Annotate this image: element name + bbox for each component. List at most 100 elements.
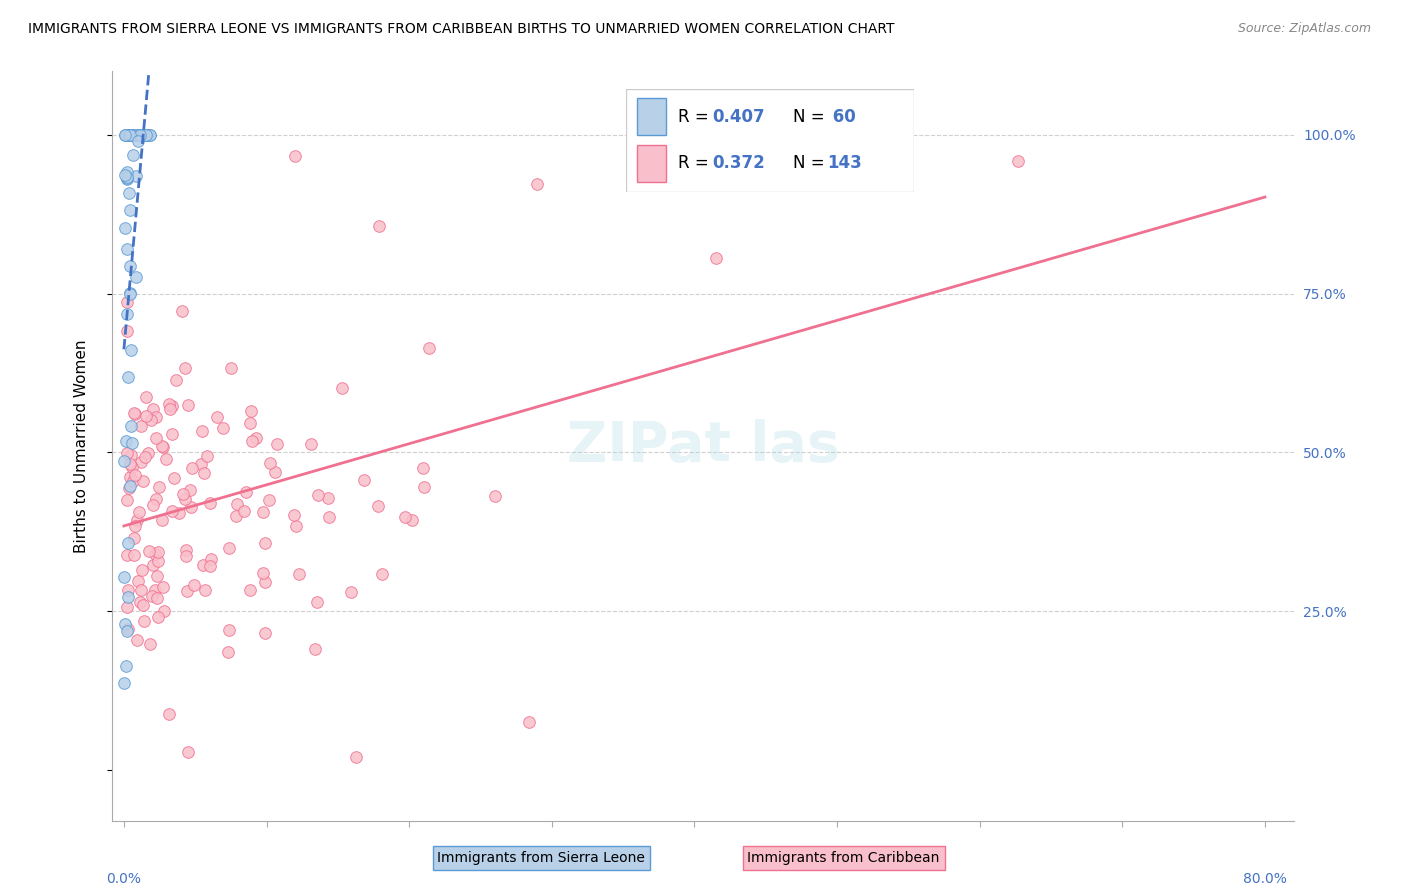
Point xyxy=(125,128,148,142)
Point xyxy=(412,480,434,494)
Point xyxy=(128,505,150,519)
Point xyxy=(150,439,173,453)
Point xyxy=(115,446,138,460)
Text: R =: R = xyxy=(678,108,714,126)
Point xyxy=(125,513,148,527)
Point xyxy=(252,505,274,519)
Point xyxy=(128,595,150,609)
Point xyxy=(135,390,157,404)
FancyBboxPatch shape xyxy=(626,89,914,192)
Point xyxy=(225,497,247,511)
Point xyxy=(120,202,142,217)
Point xyxy=(115,128,138,142)
Point xyxy=(257,493,280,508)
Point xyxy=(120,419,142,434)
Point xyxy=(124,518,146,533)
Point xyxy=(370,567,392,582)
Point xyxy=(131,128,153,142)
Point xyxy=(132,128,155,142)
Point xyxy=(165,373,187,387)
Point xyxy=(266,436,288,450)
Point xyxy=(118,128,141,142)
Point xyxy=(125,269,148,284)
Point xyxy=(172,487,194,501)
Point xyxy=(121,436,143,450)
Point xyxy=(138,446,160,460)
Point xyxy=(142,402,165,417)
Point xyxy=(180,500,202,514)
Point xyxy=(120,343,142,358)
Point xyxy=(219,361,242,376)
Point xyxy=(129,128,152,142)
Point xyxy=(172,303,194,318)
Point xyxy=(131,598,153,612)
Point xyxy=(160,426,183,441)
Point xyxy=(142,498,165,512)
Point xyxy=(146,610,169,624)
Point xyxy=(191,424,214,438)
Point xyxy=(526,178,548,192)
Point xyxy=(115,164,138,178)
Point xyxy=(141,589,163,603)
Point xyxy=(120,259,142,273)
Y-axis label: Births to Unmarried Women: Births to Unmarried Women xyxy=(75,339,89,553)
Point xyxy=(176,549,198,564)
Point xyxy=(115,307,138,321)
Point xyxy=(139,128,162,142)
Point xyxy=(167,506,190,520)
Point xyxy=(148,480,170,494)
Point xyxy=(118,128,141,142)
Point xyxy=(127,134,149,148)
Point xyxy=(115,493,138,508)
Point xyxy=(190,457,212,471)
Point xyxy=(152,440,174,454)
Point xyxy=(112,453,135,467)
Point xyxy=(233,504,256,518)
Point xyxy=(122,128,145,142)
Point xyxy=(367,219,389,233)
Point xyxy=(640,153,662,168)
Point xyxy=(120,128,142,142)
Point xyxy=(115,659,138,673)
Point xyxy=(225,508,247,523)
Point xyxy=(118,285,141,300)
Point xyxy=(121,459,143,474)
Point xyxy=(305,595,328,609)
Point xyxy=(148,554,170,568)
Point xyxy=(318,509,340,524)
Point xyxy=(131,563,153,577)
Point xyxy=(134,128,156,142)
Point xyxy=(142,558,165,573)
Text: IMMIGRANTS FROM SIERRA LEONE VS IMMIGRANTS FROM CARIBBEAN BIRTHS TO UNMARRIED WO: IMMIGRANTS FROM SIERRA LEONE VS IMMIGRAN… xyxy=(28,22,894,37)
Point xyxy=(252,566,274,580)
Point xyxy=(117,582,139,597)
Point xyxy=(174,360,197,375)
Point xyxy=(197,449,219,463)
Point xyxy=(134,450,156,464)
Point xyxy=(401,513,423,527)
Point xyxy=(176,398,198,412)
Point xyxy=(115,169,138,184)
Text: Source: ZipAtlas.com: Source: ZipAtlas.com xyxy=(1237,22,1371,36)
Point xyxy=(353,473,375,487)
Point xyxy=(118,457,141,471)
Point xyxy=(138,128,160,142)
Point xyxy=(159,402,181,417)
Point xyxy=(162,399,184,413)
Point xyxy=(124,408,146,422)
Point xyxy=(132,128,155,142)
Point xyxy=(239,417,262,431)
Point xyxy=(145,409,167,424)
Point xyxy=(200,551,222,566)
Point xyxy=(211,421,233,435)
Point xyxy=(239,404,262,418)
Point xyxy=(129,128,152,142)
Point xyxy=(240,434,263,448)
Point xyxy=(132,128,155,142)
Point xyxy=(117,535,139,549)
Point xyxy=(120,448,142,462)
Point xyxy=(115,324,138,338)
Point xyxy=(115,171,138,186)
Point xyxy=(143,547,166,561)
Point xyxy=(122,148,145,162)
